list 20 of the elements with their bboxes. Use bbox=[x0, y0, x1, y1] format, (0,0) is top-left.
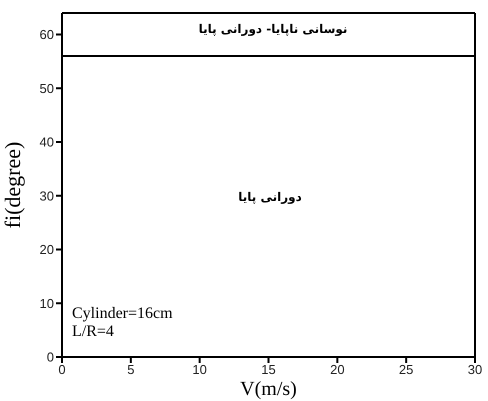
annotation: نوسانی ناپایا- دورانی پایا bbox=[198, 22, 348, 36]
x-tick-label: 10 bbox=[192, 362, 207, 378]
y-tick-label: 50 bbox=[40, 80, 54, 96]
y-tick-label: 20 bbox=[40, 242, 54, 258]
annotation: L/R=4 bbox=[72, 323, 115, 341]
y-axis-title: fi(degree) bbox=[0, 142, 25, 228]
y-tick-label: 30 bbox=[40, 188, 54, 204]
x-tick-label: 0 bbox=[58, 362, 66, 378]
x-tick-label: 5 bbox=[127, 362, 134, 378]
x-tick-label: 20 bbox=[330, 362, 345, 378]
x-tick-label: 15 bbox=[261, 362, 276, 378]
y-tick-label: 40 bbox=[40, 134, 54, 150]
annotation: Cylinder=16cm bbox=[72, 305, 173, 323]
x-axis-title: V(m/s) bbox=[240, 378, 297, 400]
y-tick-label: 60 bbox=[40, 27, 54, 42]
y-tick-label: 10 bbox=[40, 296, 54, 311]
annotation: دورانی پایا bbox=[237, 190, 303, 204]
x-tick-label: 25 bbox=[398, 362, 414, 378]
x-tick-label: 30 bbox=[468, 362, 482, 378]
y-tick-label: 0 bbox=[46, 350, 54, 365]
